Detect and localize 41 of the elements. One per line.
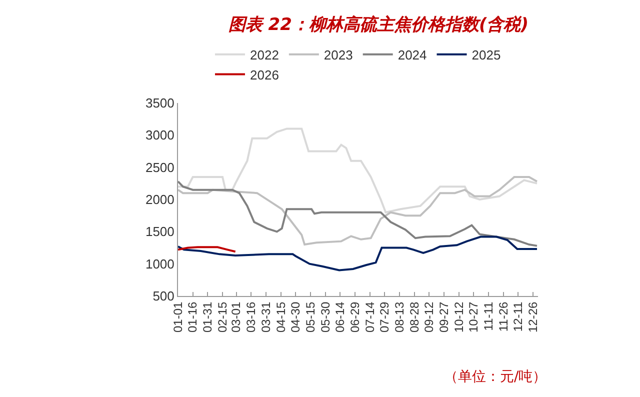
line-series xyxy=(178,128,538,214)
x-tick-label: 10-27 xyxy=(466,301,481,333)
y-tick-label: 2000 xyxy=(145,192,174,208)
y-tick-label: 1000 xyxy=(145,256,174,272)
y-tick-label: 500 xyxy=(152,288,174,304)
x-tick-label: 04-15 xyxy=(274,301,288,333)
x-tick-label: 09-27 xyxy=(436,301,451,333)
x-tick-label: 09-12 xyxy=(422,301,436,333)
y-tick-label: 3500 xyxy=(145,96,174,111)
y-tick-label: 2500 xyxy=(145,160,174,175)
x-tick-label: 06-29 xyxy=(348,301,362,333)
legend-label: 2023 xyxy=(324,47,353,62)
legend-label: 2024 xyxy=(398,47,427,62)
x-tick-label: 04-30 xyxy=(288,301,303,333)
x-tick-label: 08-28 xyxy=(407,301,422,333)
x-tick-label: 01-01 xyxy=(170,301,185,333)
x-tick-label: 03-31 xyxy=(258,301,273,333)
x-tick-label: 03-16 xyxy=(244,301,258,333)
chart-title: 图表 22：柳林高硫主焦价格指数(含税) xyxy=(228,14,529,35)
x-tick-label: 03-01 xyxy=(229,301,244,333)
x-tick-label: 02-15 xyxy=(215,301,230,333)
line-series xyxy=(178,236,538,272)
y-tick-label: 3000 xyxy=(145,128,174,143)
x-tick-label: 01-16 xyxy=(186,301,200,333)
x-tick-label: 06-14 xyxy=(333,301,348,333)
x-tick-label: 07-29 xyxy=(378,301,392,333)
x-tick-label: 05-15 xyxy=(303,301,318,333)
text: （单位：元/吨） xyxy=(444,369,547,385)
legend-label: 2026 xyxy=(250,67,279,82)
x-tick-label: 10-12 xyxy=(452,301,466,333)
x-tick-label: 07-14 xyxy=(362,301,377,333)
legend-label: 2022 xyxy=(250,47,279,62)
y-tick-label: 1500 xyxy=(145,224,174,240)
x-tick-label: 11-11 xyxy=(481,301,496,331)
x-tick-label: 08-13 xyxy=(392,301,406,333)
x-tick-label: 11-26 xyxy=(496,301,510,332)
legend-label: 2025 xyxy=(472,47,501,62)
x-tick-label: 12-11 xyxy=(511,301,526,332)
x-tick-label: 01-31 xyxy=(200,301,215,333)
x-tick-label: 12-26 xyxy=(526,301,540,333)
x-tick-label: 05-30 xyxy=(318,301,332,333)
